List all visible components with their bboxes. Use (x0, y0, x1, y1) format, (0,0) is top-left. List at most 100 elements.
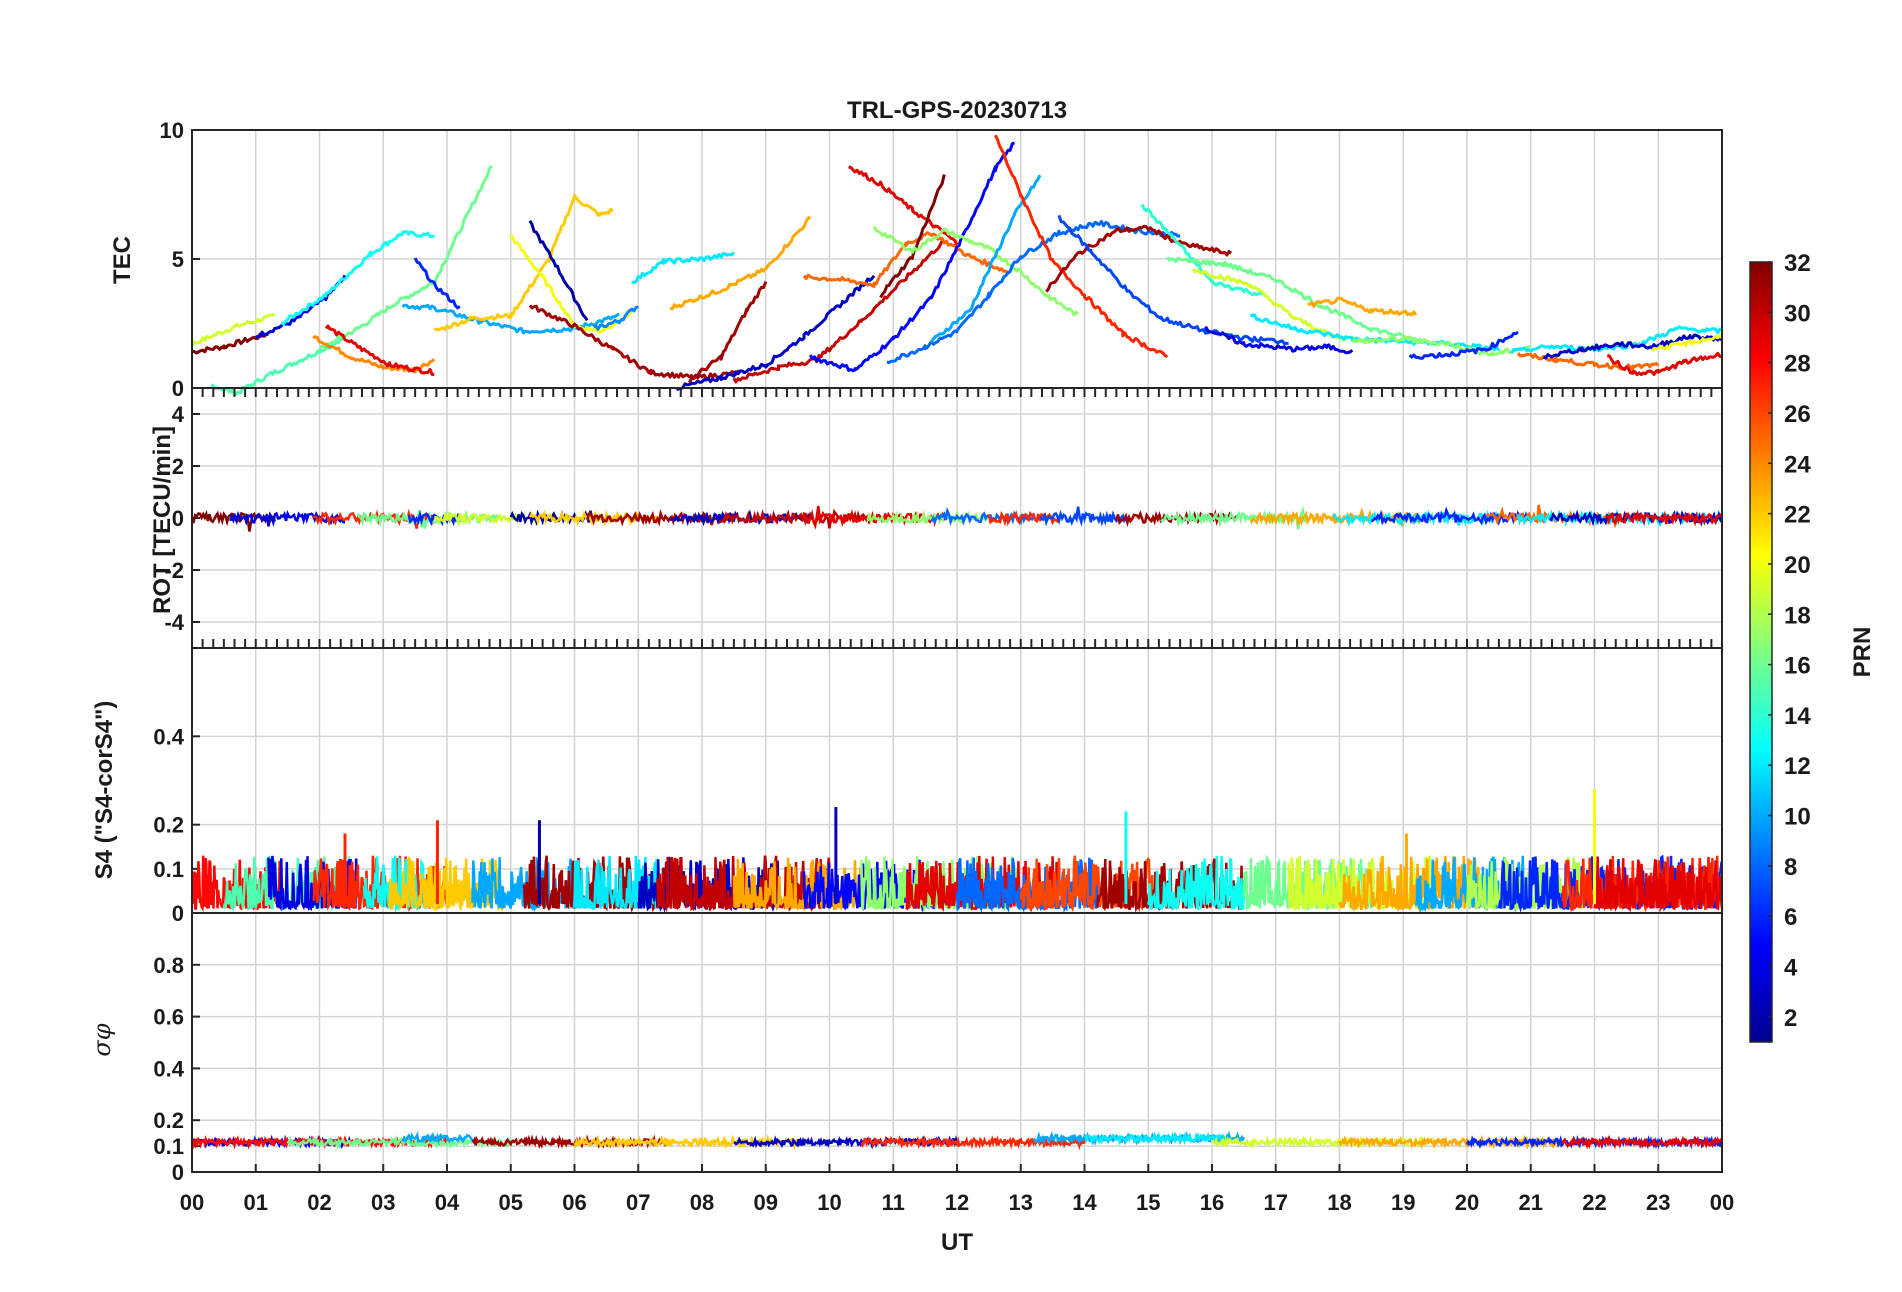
colorbar-tick-label: 22 (1784, 502, 1811, 529)
tec-series-prn23 (669, 215, 812, 311)
tec-series-prn20 (1650, 334, 1724, 353)
x-tick-label: 10 (817, 1190, 841, 1215)
sig-ytick-label: 0.2 (153, 1108, 184, 1133)
tec-series-prn5 (809, 141, 1015, 373)
tec-series-prn4 (1204, 325, 1354, 355)
sigma-phi-trace-prn31 (471, 1134, 671, 1150)
x-tick-label: 03 (371, 1190, 395, 1215)
x-tick-label: 13 (1009, 1190, 1033, 1215)
tec-series-prn6 (1408, 330, 1519, 360)
tec-series-prn10 (930, 174, 1042, 343)
rot-trace-prn19 (434, 510, 525, 528)
colorbar-gradient (1749, 261, 1773, 1043)
rot-trace-prn30 (721, 508, 875, 529)
rot-ytick-label: 4 (172, 402, 185, 427)
s4-ytick-label: 0.1 (153, 857, 184, 882)
colorbar-tick-label: 20 (1784, 552, 1811, 579)
tec-series-prn17 (1351, 335, 1532, 357)
sig-ytick-label: 0 (172, 1160, 184, 1185)
tec-series-prn22 (433, 193, 614, 332)
colorbar-tick-label: 14 (1784, 703, 1811, 730)
s4-trace-prn23 (1338, 855, 1482, 913)
tec-series-prn29 (324, 324, 435, 377)
rot-trace-prn29 (1606, 509, 1723, 527)
rot-trace-prn12 (1332, 509, 1501, 528)
tec-series-prn31 (1045, 224, 1233, 293)
x-tick-label: 00 (1710, 1190, 1734, 1215)
s4-ytick-label: 0.4 (153, 724, 184, 749)
s4-trace-prn26 (1019, 855, 1156, 913)
sig-ytick-label: 0.4 (153, 1056, 184, 1081)
colorbar-tick-label: 28 (1784, 351, 1811, 378)
tec-series-prn29 (848, 165, 959, 246)
x-tick-label: 14 (1072, 1190, 1097, 1215)
tec-series-prn23 (1307, 296, 1418, 317)
x-tick-label: 04 (435, 1190, 460, 1215)
colorbar-tick-label: 10 (1784, 804, 1811, 831)
x-tick-label: 05 (499, 1190, 523, 1215)
tec-axis-title: TEC (109, 236, 136, 284)
x-tick-label: 08 (690, 1190, 714, 1215)
sigma-phi-trace-prn29 (1561, 1134, 1723, 1150)
colorbar-tick-label: 32 (1784, 250, 1811, 277)
sigma-phi-trace-prn27 (860, 1135, 1086, 1151)
tec-series-prn32 (191, 332, 269, 355)
tec-series-prn12 (631, 251, 736, 285)
x-tick-label: 17 (1264, 1190, 1288, 1215)
sigma-phi-trace-prn22 (573, 1134, 799, 1151)
tec-series-prn24 (312, 335, 436, 374)
x-tick-label: 02 (307, 1190, 331, 1215)
x-tick-label: 01 (244, 1190, 268, 1215)
rot-trace-prn6 (1371, 506, 1532, 527)
x-tick-label: 23 (1646, 1190, 1670, 1215)
tec-series-prn6 (413, 257, 461, 310)
tec-series-prn30 (732, 238, 945, 384)
rot-trace-prn7 (1038, 506, 1131, 527)
tec-series-prn32 (879, 174, 946, 299)
tec-panel: 0 5 10 (160, 118, 1724, 401)
s4-ytick-label: 0.2 (153, 813, 184, 838)
colorbar-tick-label: 8 (1784, 854, 1797, 881)
sigma-phi-trace-prn10 (401, 1130, 474, 1145)
s4-trace-prn23 (732, 857, 863, 912)
sig-ytick-label: 0.8 (153, 953, 184, 978)
s4-trace-prn13 (1147, 855, 1246, 911)
colorbar-title: PRN (1849, 627, 1876, 678)
tec-ytick-label: 10 (160, 118, 184, 143)
tec-series-prn25 (802, 231, 1009, 288)
colorbar-tick-label: 12 (1784, 753, 1811, 780)
tec-series-prn7 (1057, 214, 1289, 345)
sigma-phi-axis-title: σφ (88, 1023, 116, 1056)
tec-series-prn13 (280, 230, 435, 326)
colorbar-tick-label: 6 (1784, 904, 1797, 931)
x-tick-label: 15 (1136, 1190, 1160, 1215)
s4-axis-title: S4 ("S4-corS4") (91, 701, 118, 880)
tec-series-prn9 (593, 305, 639, 331)
rot-ytick-label: 0 (172, 506, 184, 531)
tec-series-prn12 (1510, 325, 1723, 355)
sigma-phi-trace-prn12 (1083, 1131, 1226, 1147)
sigma-phi-panel: 00.10.2 0.4 0.6 0.8 (153, 912, 1723, 1185)
x-tick-label: 07 (626, 1190, 650, 1215)
tec-series-prn25 (1516, 352, 1660, 371)
x-tick-label: 22 (1582, 1190, 1606, 1215)
sigma-phi-trace-prn28 (190, 1134, 448, 1150)
rot-trace-prn16 (1160, 505, 1309, 530)
chart-title: TRL-GPS-20230713 (847, 97, 1067, 124)
tec-series-prn31 (528, 304, 741, 381)
rot-ytick-label: 2 (172, 454, 184, 479)
x-tick-label: 18 (1327, 1190, 1351, 1215)
rot-trace-prn3 (1549, 509, 1724, 527)
colorbar-tick-label: 24 (1784, 451, 1811, 478)
tec-series-prn17 (872, 226, 1080, 317)
s4-trace-prn29 (1593, 856, 1724, 913)
x-tick-label: 09 (754, 1190, 778, 1215)
x-tick-label: 06 (562, 1190, 586, 1215)
colorbar-tick-label: 18 (1784, 602, 1811, 629)
tec-ytick-label: 0 (172, 376, 184, 401)
tec-series-prn16 (1166, 256, 1424, 344)
s4-ytick-label: 0 (172, 901, 184, 926)
